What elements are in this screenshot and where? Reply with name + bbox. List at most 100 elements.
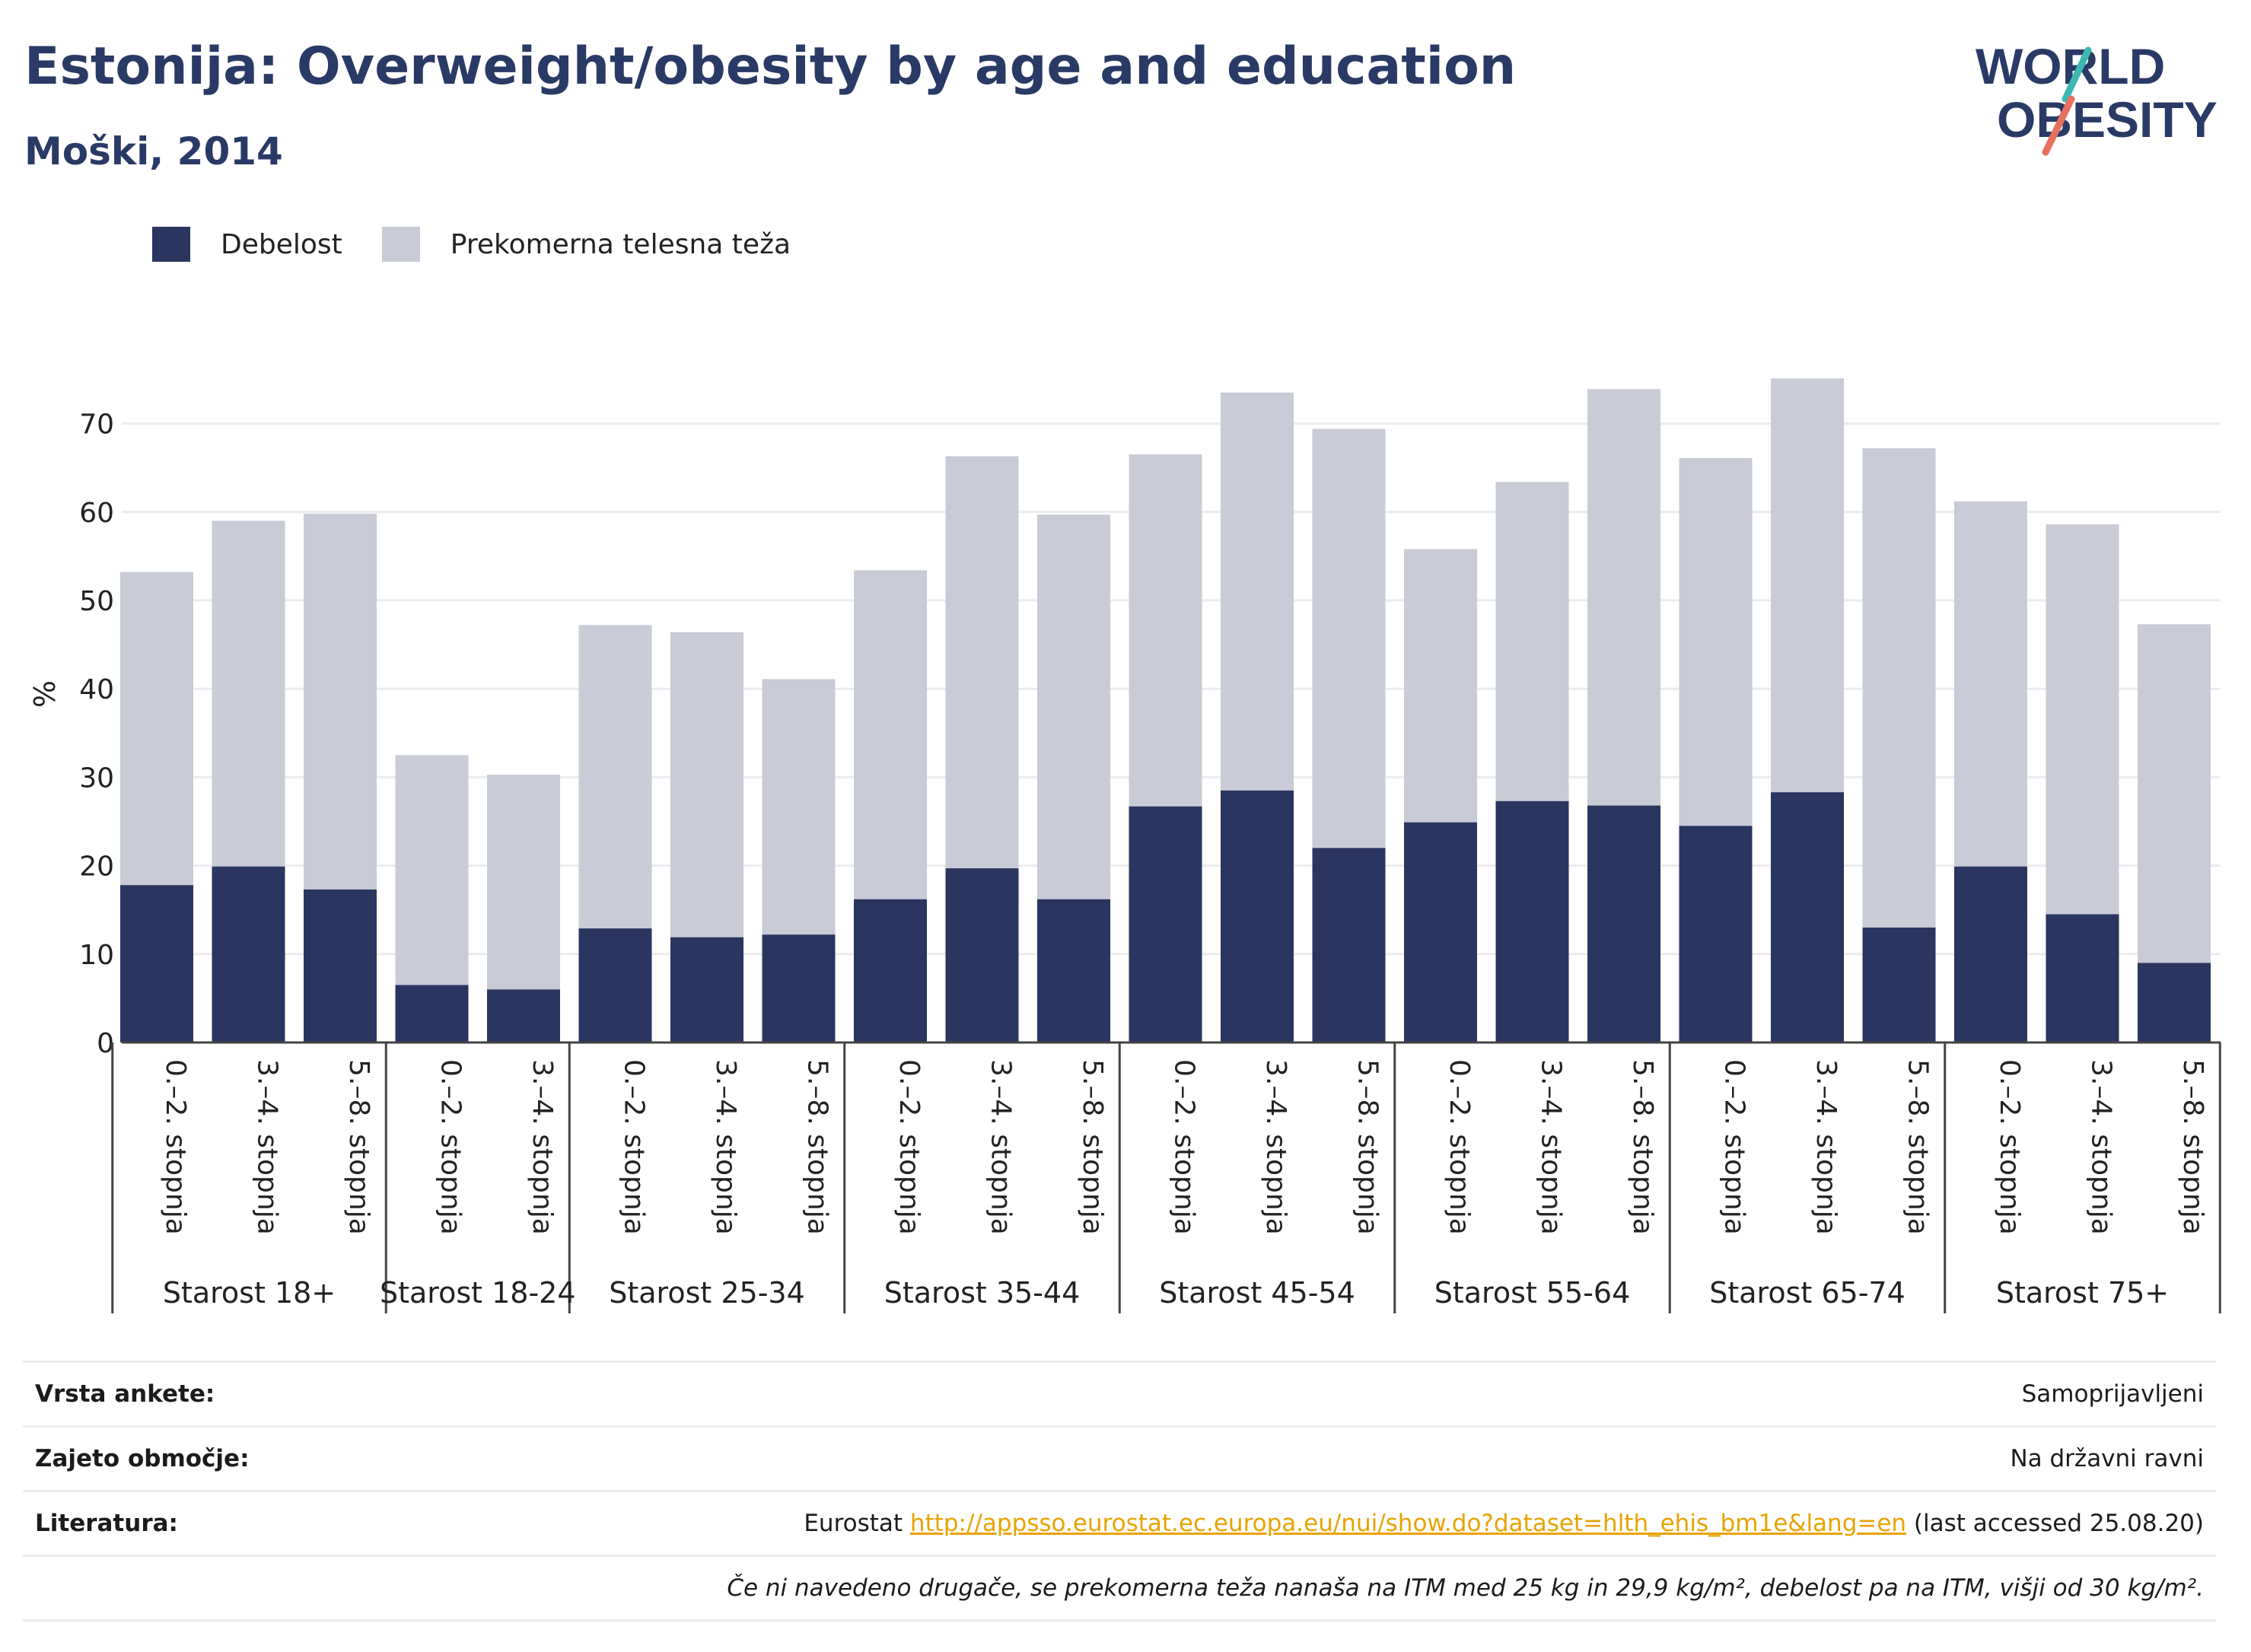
group-label: Starost 18+ (163, 1276, 336, 1310)
x-category-label: 5.–8. stopnja (343, 1059, 374, 1235)
bar-prekomerna (1037, 514, 1110, 899)
bar-debelost (1587, 805, 1660, 1042)
bar-prekomerna (1587, 389, 1660, 806)
bar-debelost (1862, 927, 1936, 1042)
legend-swatch-prekomerna (381, 227, 420, 262)
x-category-label: 3.–4. stopnja (1810, 1059, 1842, 1235)
x-category-label: 0.–2. stopnja (1169, 1059, 1200, 1235)
y-tick-label: 10 (79, 940, 114, 971)
x-category-label: 0.–2. stopnja (1719, 1059, 1750, 1235)
y-tick-label: 40 (79, 674, 114, 705)
group-label: Starost 55-64 (1434, 1276, 1631, 1310)
x-category-label: 5.–8. stopnja (802, 1059, 833, 1235)
x-category-label: 5.–8. stopnja (1352, 1059, 1383, 1235)
bar-prekomerna (2046, 524, 2119, 915)
x-category-label: 3.–4. stopnja (710, 1059, 741, 1235)
x-category-label: 5.–8. stopnja (1902, 1059, 1934, 1235)
bar-debelost (1771, 792, 1844, 1042)
bar-prekomerna (120, 571, 193, 886)
bar-debelost (1221, 790, 1294, 1042)
x-category-label: 0.–2. stopnja (1994, 1059, 2025, 1235)
logo-slash-coral (2042, 95, 2075, 156)
bar-prekomerna (854, 570, 927, 899)
logo-line2: OBESITY (1997, 91, 2218, 148)
bar-debelost (1679, 826, 1753, 1042)
info-label: Zajeto območje: (35, 1445, 250, 1472)
x-category-label: 3.–4. stopnja (1260, 1059, 1291, 1235)
x-category-label: 3.–4. stopnja (2086, 1059, 2117, 1235)
bar-debelost (120, 885, 193, 1042)
y-tick-label: 30 (79, 762, 114, 794)
info-value: Eurostat http://appsso.eurostat.ec.europ… (804, 1510, 2216, 1537)
bar-prekomerna (1954, 501, 2027, 867)
bar-prekomerna (2138, 624, 2211, 963)
bar-debelost (2046, 914, 2119, 1042)
bar-debelost (395, 985, 469, 1042)
bar-prekomerna (578, 625, 652, 929)
bar-prekomerna (212, 520, 285, 867)
bar-prekomerna (762, 679, 836, 935)
x-category-label: 5.–8. stopnja (2177, 1059, 2208, 1235)
bar-debelost (1954, 866, 2027, 1042)
bar-debelost (212, 866, 285, 1042)
y-tick-label: 70 (79, 409, 114, 441)
y-tick-label: 0 (97, 1028, 114, 1059)
y-tick-label: 50 (79, 586, 114, 617)
bar-prekomerna (670, 632, 743, 937)
group-label: Starost 65-74 (1709, 1276, 1906, 1310)
bar-prekomerna (1129, 454, 1202, 807)
x-category-label: 0.–2. stopnja (435, 1059, 466, 1235)
legend: Debelost Prekomerna telesna teža (152, 227, 830, 262)
bar-debelost (854, 899, 927, 1042)
chart-subtitle: Moški, 2014 (24, 129, 283, 173)
definition-note: Če ni navedeno drugače, se prekomerna te… (727, 1574, 2204, 1602)
legend-item-prekomerna[interactable]: Prekomerna telesna teža (381, 227, 791, 262)
bar-debelost (1495, 801, 1569, 1042)
y-tick-label: 60 (79, 498, 114, 529)
source-prefix: Eurostat (804, 1510, 910, 1537)
info-row-note: Če ni navedeno drugače, se prekomerna te… (23, 1555, 2216, 1622)
info-value: Samoprijavljeni (2021, 1380, 2204, 1408)
info-row-coverage: Zajeto območje: Na državni ravni (23, 1425, 2216, 1490)
bar-prekomerna (1404, 549, 1477, 823)
bar-prekomerna (1312, 428, 1386, 848)
bar-debelost (578, 928, 652, 1042)
info-row-literature: Literatura: Eurostat http://appsso.euros… (23, 1490, 2216, 1555)
bar-prekomerna (487, 774, 560, 990)
group-label: Starost 35-44 (884, 1276, 1081, 1310)
x-category-label: 5.–8. stopnja (1627, 1059, 1658, 1235)
x-category-label: 0.–2. stopnja (160, 1059, 191, 1235)
x-category-label: 3.–4. stopnja (527, 1059, 558, 1235)
bar-prekomerna (1771, 378, 1844, 793)
logo-slash-teal (2062, 46, 2092, 103)
group-label: Starost 45-54 (1159, 1276, 1355, 1310)
source-link[interactable]: http://appsso.eurostat.ec.europa.eu/nui/… (909, 1510, 1907, 1537)
bar-debelost (1312, 848, 1386, 1042)
bar-prekomerna (1862, 448, 1936, 928)
bar-debelost (2138, 963, 2211, 1042)
legend-item-debelost[interactable]: Debelost (152, 227, 342, 262)
world-obesity-logo: WORLD OBESITY (1976, 38, 2218, 156)
bar-debelost (1037, 899, 1110, 1042)
x-category-label: 3.–4. stopnja (985, 1059, 1017, 1235)
group-label: Starost 18-24 (380, 1276, 576, 1310)
x-category-label: 0.–2. stopnja (893, 1059, 925, 1235)
chart-title: Estonija: Overweight/obesity by age and … (24, 37, 1517, 97)
bar-debelost (304, 889, 377, 1042)
x-category-label: 5.–8. stopnja (1077, 1059, 1108, 1235)
info-label: Literatura: (35, 1510, 178, 1537)
legend-swatch-debelost (152, 227, 190, 262)
bar-debelost (1404, 822, 1477, 1042)
bar-debelost (487, 989, 560, 1042)
x-category-label: 0.–2. stopnja (619, 1059, 650, 1235)
info-row-survey-type: Vrsta ankete: Samoprijavljeni (23, 1361, 2216, 1425)
legend-label-prekomerna: Prekomerna telesna teža (450, 228, 791, 260)
info-label: Vrsta ankete: (35, 1380, 215, 1408)
bar-prekomerna (304, 514, 377, 890)
y-axis-title: % (28, 680, 62, 708)
x-category-label: 3.–4. stopnja (252, 1059, 283, 1235)
bar-prekomerna (1679, 457, 1753, 826)
bar-prekomerna (1221, 392, 1294, 791)
legend-label-debelost: Debelost (221, 228, 342, 260)
bar-debelost (670, 937, 743, 1042)
